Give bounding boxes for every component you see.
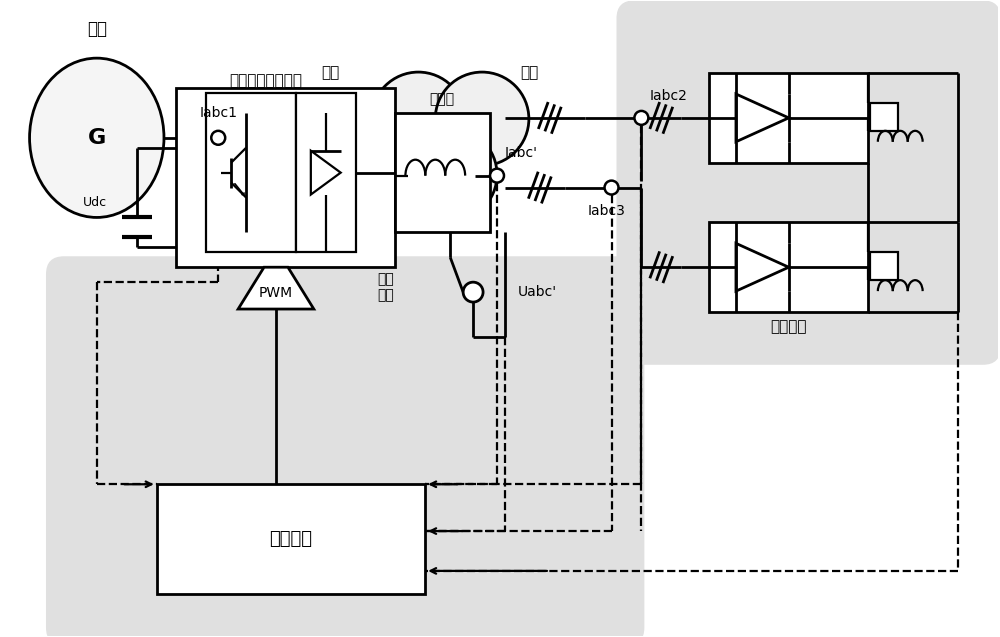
Text: Iabc3: Iabc3 (588, 204, 625, 218)
Polygon shape (238, 268, 314, 309)
Circle shape (605, 181, 618, 194)
Circle shape (372, 72, 465, 166)
Text: 整流负载: 整流负载 (770, 319, 807, 334)
FancyBboxPatch shape (46, 256, 644, 637)
Text: PWM: PWM (259, 286, 293, 300)
Text: Uabc': Uabc' (518, 285, 557, 299)
Text: Iabc2: Iabc2 (649, 89, 687, 103)
FancyBboxPatch shape (616, 1, 1000, 365)
Bar (206, 93, 296, 252)
Bar (157, 484, 425, 594)
Ellipse shape (30, 58, 164, 217)
Polygon shape (736, 243, 789, 291)
Text: Udc: Udc (83, 196, 107, 209)
Text: G: G (88, 128, 106, 148)
Text: 原边: 原边 (322, 66, 340, 80)
Text: Iabc': Iabc' (505, 146, 538, 160)
Circle shape (211, 131, 225, 145)
Bar (709, 222, 868, 312)
Text: 电网: 电网 (87, 20, 107, 38)
Circle shape (490, 169, 504, 183)
Text: 副边: 副边 (521, 66, 539, 80)
Text: 滤波器: 滤波器 (430, 92, 455, 106)
Text: Iabc1: Iabc1 (199, 106, 237, 120)
Text: 电力电子补偿电路: 电力电子补偿电路 (230, 73, 303, 88)
Bar (870, 103, 898, 131)
Text: 补偿
绕组: 补偿 绕组 (377, 272, 394, 302)
Text: 控制系统: 控制系统 (269, 530, 312, 548)
Circle shape (403, 128, 497, 222)
Polygon shape (736, 94, 789, 142)
Bar (176, 88, 395, 268)
Polygon shape (311, 151, 341, 194)
Bar (296, 93, 356, 252)
Bar (395, 113, 490, 233)
Circle shape (463, 282, 483, 302)
Bar (870, 252, 898, 280)
Circle shape (435, 72, 529, 166)
Bar (709, 73, 868, 162)
Circle shape (634, 111, 648, 125)
